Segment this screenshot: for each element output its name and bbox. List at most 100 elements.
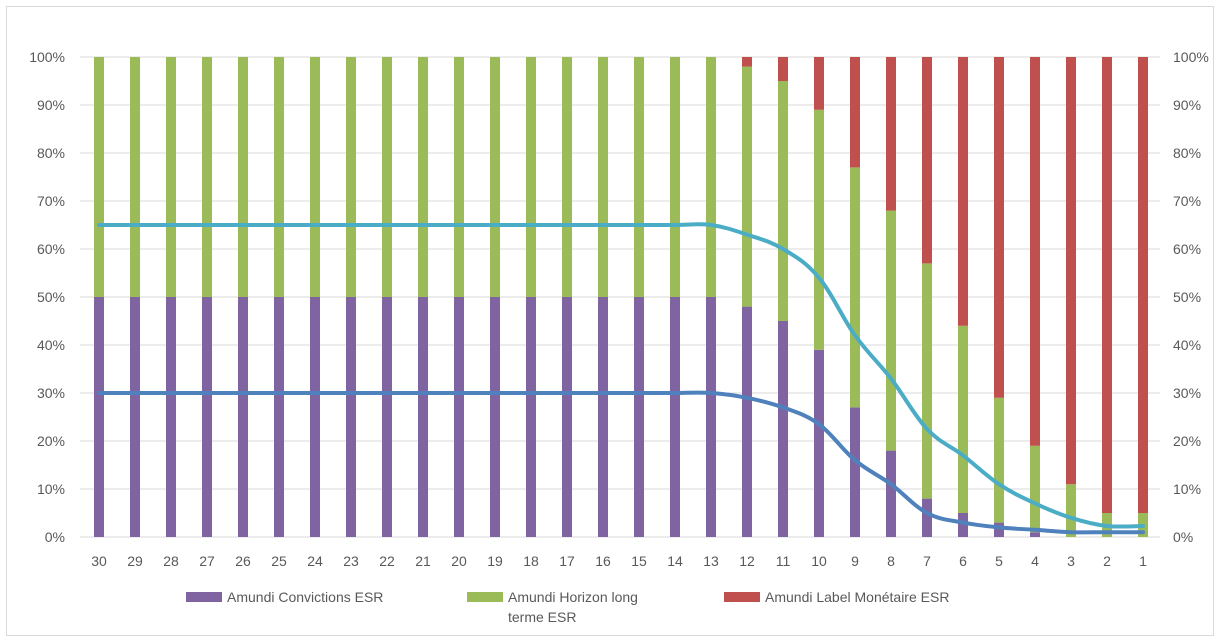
bar-segment: [1030, 445, 1040, 533]
x-tick-label: 9: [851, 553, 859, 569]
x-tick-label: 18: [523, 553, 539, 569]
y-axis-left: 0% 10% 20% 30% 40% 50% 60% 70% 80% 90% 100%: [29, 49, 65, 545]
bar-segment: [166, 57, 176, 297]
y-tick-label-left: 70%: [37, 193, 65, 209]
bar-segment: [418, 57, 428, 297]
x-tick-label: 29: [127, 553, 143, 569]
legend-label: Amundi Horizon long: [508, 589, 638, 605]
bar-segment: [886, 57, 896, 211]
bar-segment: [598, 297, 608, 537]
bar-segment: [1030, 57, 1040, 446]
x-tick-label: 23: [343, 553, 359, 569]
x-tick-label: 11: [776, 553, 791, 569]
x-tick-label: 27: [199, 553, 215, 569]
y-tick-label-right: 100%: [1173, 49, 1209, 65]
y-tick-label-left: 50%: [37, 289, 65, 305]
bar-segment: [958, 57, 968, 326]
bar-segment: [238, 57, 248, 297]
x-tick-label: 16: [595, 553, 611, 569]
bar-segment: [706, 297, 716, 537]
y-axis-right: 0% 10% 20% 30% 40% 50% 60% 70% 80% 90% 100%: [1173, 49, 1209, 545]
bar-segment: [526, 297, 536, 537]
x-tick-label: 4: [1031, 553, 1039, 569]
x-tick-label: 10: [811, 553, 827, 569]
bar-segment: [670, 57, 680, 297]
bar-segment: [634, 297, 644, 537]
bar-segment: [1102, 57, 1112, 513]
bar-segment: [1066, 484, 1076, 537]
bar-segment: [922, 498, 932, 537]
bar-segment: [814, 109, 824, 350]
bar-segment: [778, 81, 788, 321]
bar-segment: [274, 297, 284, 537]
y-tick-label-right: 60%: [1173, 241, 1201, 257]
bar-segment: [490, 57, 500, 297]
legend: Amundi Convictions ESR Amundi Horizon lon…: [186, 589, 949, 625]
y-tick-label-right: 80%: [1173, 145, 1201, 161]
gridlines: [80, 56, 1160, 538]
bar-segment: [1138, 57, 1148, 513]
bar-segment: [598, 57, 608, 297]
bar-segment: [310, 297, 320, 537]
y-tick-label-left: 30%: [37, 385, 65, 401]
bar-segment: [634, 57, 644, 297]
bar-segment: [742, 66, 752, 307]
y-tick-label-right: 90%: [1173, 97, 1201, 113]
bar-segment: [814, 57, 824, 110]
bar-segment: [274, 57, 284, 297]
bar-segment: [562, 57, 572, 297]
series-line: [97, 222, 1145, 529]
bar-segment: [346, 297, 356, 537]
x-tick-label: 6: [959, 553, 967, 569]
bar-segment: [958, 325, 968, 513]
x-tick-label: 3: [1067, 553, 1075, 569]
x-tick-label: 28: [163, 553, 179, 569]
x-tick-label: 24: [307, 553, 323, 569]
bar-segment: [922, 57, 932, 264]
bar-segment: [346, 57, 356, 297]
y-tick-label-left: 10%: [37, 481, 65, 497]
bar-segment: [94, 297, 104, 537]
bar-segment: [418, 297, 428, 537]
bar-segment: [526, 57, 536, 297]
bar-segment: [850, 167, 860, 408]
x-tick-label: 25: [271, 553, 287, 569]
y-tick-label-left: 80%: [37, 145, 65, 161]
bar-segment: [994, 57, 1004, 398]
y-tick-label-left: 40%: [37, 337, 65, 353]
x-axis: 30 29 28 27 26 25 24 23 22 21 20 19 18 17 16 15 14 13 12 11…: [91, 553, 1147, 569]
bar-segment: [850, 57, 860, 168]
legend-swatch: [724, 592, 760, 602]
bar-segment: [490, 297, 500, 537]
bar-segment: [454, 297, 464, 537]
y-tick-label-right: 10%: [1173, 481, 1201, 497]
bar-segment: [454, 57, 464, 297]
x-tick-label: 14: [667, 553, 683, 569]
y-tick-label-left: 100%: [29, 49, 65, 65]
x-tick-label: 8: [887, 553, 895, 569]
x-tick-label: 2: [1103, 553, 1111, 569]
x-tick-label: 20: [451, 553, 467, 569]
x-tick-label: 13: [703, 553, 719, 569]
y-tick-label-left: 60%: [37, 241, 65, 257]
x-tick-label: 15: [631, 553, 647, 569]
x-tick-label: 21: [415, 553, 431, 569]
bar-segment: [886, 210, 896, 451]
bar-segment: [310, 57, 320, 297]
legend-swatch: [186, 592, 222, 602]
bar-segment: [706, 57, 716, 297]
bar-segment: [778, 57, 788, 81]
legend-label: Amundi Label Monétaire ESR: [765, 589, 949, 605]
bar-segment: [1030, 532, 1040, 537]
y-tick-label-right: 40%: [1173, 337, 1201, 353]
y-tick-label-right: 30%: [1173, 385, 1201, 401]
x-tick-label: 7: [923, 553, 931, 569]
series-line: [97, 390, 1145, 535]
bar-segment: [94, 57, 104, 297]
x-tick-label: 30: [91, 553, 107, 569]
x-tick-label: 1: [1139, 553, 1147, 569]
bar-segment: [994, 522, 1004, 537]
x-tick-label: 26: [235, 553, 251, 569]
y-tick-label-right: 20%: [1173, 433, 1201, 449]
